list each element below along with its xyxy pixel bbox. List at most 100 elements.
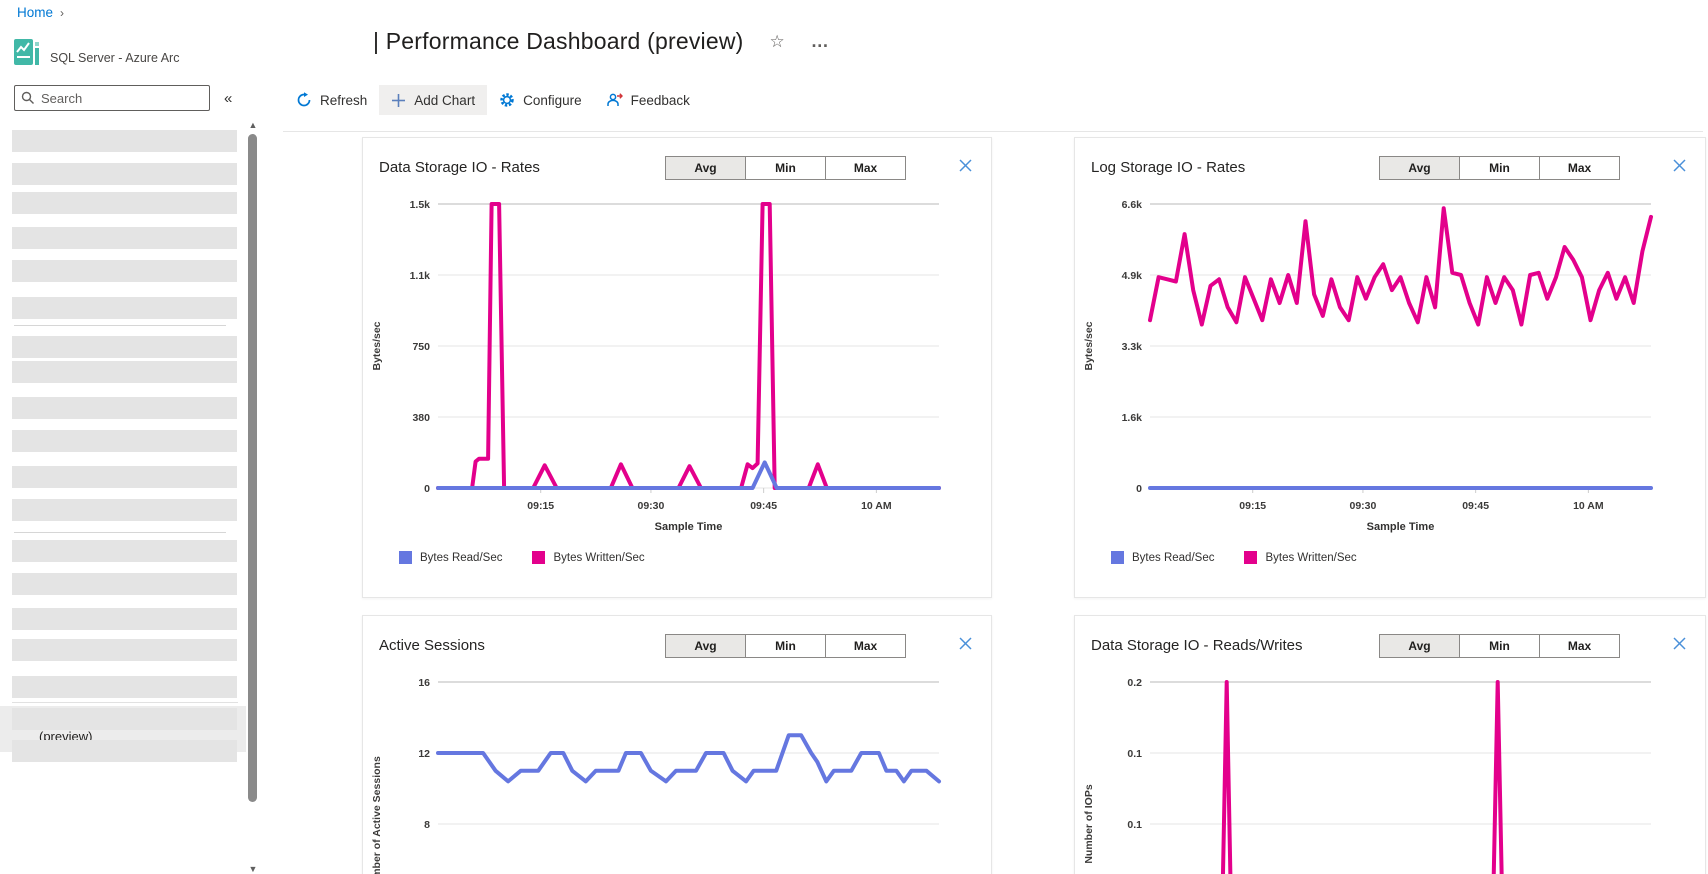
sql-server-azure-arc-icon <box>14 39 39 65</box>
skeleton-bar <box>12 540 237 562</box>
skeleton-bar <box>12 297 237 319</box>
close-chart-button[interactable] <box>956 156 975 178</box>
close-chart-button[interactable] <box>956 634 975 656</box>
svg-text:380: 380 <box>412 412 430 424</box>
breadcrumb-chevron-icon: › <box>60 5 65 20</box>
svg-text:16: 16 <box>418 677 430 689</box>
legend-swatch <box>1244 551 1258 564</box>
min-button[interactable]: Min <box>1459 156 1540 180</box>
avg-button[interactable]: Avg <box>665 156 746 180</box>
max-button[interactable]: Max <box>825 156 906 180</box>
svg-text:Sample Time: Sample Time <box>1367 521 1435 533</box>
svg-text:0: 0 <box>1136 483 1142 495</box>
svg-text:8: 8 <box>424 819 430 831</box>
line-chart: 1.5k 1.1k 750 380 0 09:15 09:30 09:45 10 AM Bytes… <box>371 199 941 533</box>
section-divider <box>12 702 238 703</box>
svg-text:6.6k: 6.6k <box>1122 199 1143 211</box>
close-chart-button[interactable] <box>1670 156 1689 178</box>
svg-text:1.6k: 1.6k <box>1122 412 1143 424</box>
avg-button[interactable]: Avg <box>665 634 746 658</box>
breadcrumb-home-link[interactable]: Home <box>17 5 54 20</box>
sidebar-scrollbar[interactable]: ▲ ▼ <box>246 120 260 874</box>
legend-label: Bytes Read/Sec <box>420 551 503 564</box>
skeleton-divider <box>14 532 226 533</box>
sidebar-search-row: « <box>14 85 250 111</box>
svg-text:09:45: 09:45 <box>750 500 777 512</box>
max-button[interactable]: Max <box>1539 634 1620 658</box>
svg-text:10 AM: 10 AM <box>861 500 892 512</box>
search-box[interactable] <box>14 85 210 111</box>
scrollbar-up-arrow[interactable]: ▲ <box>248 120 258 130</box>
skeleton-bar <box>12 130 237 152</box>
card-header: Log Storage IO - Rates Avg Min Max <box>1075 138 1705 194</box>
sidebar-menu: Monitoring Performance Dashboard (previe… <box>0 120 246 874</box>
svg-text:0.2: 0.2 <box>1127 677 1142 689</box>
svg-text:Sample Time: Sample Time <box>655 521 723 533</box>
skeleton-bar <box>12 466 237 488</box>
feedback-button[interactable]: Feedback <box>594 85 702 115</box>
chart-title: Data Storage IO - Rates <box>379 159 540 176</box>
svg-text:0.1: 0.1 <box>1127 819 1142 831</box>
svg-text:12: 12 <box>418 748 430 760</box>
skeleton-divider <box>14 325 226 326</box>
search-input[interactable] <box>41 90 191 106</box>
legend-label: Bytes Read/Sec <box>1132 551 1215 564</box>
card-header: Active Sessions Avg Min Max <box>363 616 991 672</box>
sidebar: SQL Server - Azure Arc « Monitoring <box>0 28 262 874</box>
avg-button[interactable]: Avg <box>1379 156 1460 180</box>
skeleton-bar <box>12 260 237 282</box>
min-button[interactable]: Min <box>745 634 826 658</box>
max-button[interactable]: Max <box>1539 156 1620 180</box>
skeleton-bar <box>12 639 237 661</box>
page-title: | Performance Dashboard (preview) <box>373 28 744 54</box>
svg-text:Bytes/sec: Bytes/sec <box>1083 321 1095 370</box>
resource-header: SQL Server - Azure Arc <box>14 38 179 66</box>
close-icon <box>1673 159 1686 172</box>
close-icon <box>959 159 972 172</box>
chart-card-log-storage-io-rates: Log Storage IO - Rates Avg Min Max 6.6k 4… <box>1074 137 1706 598</box>
skeleton-bar <box>12 397 237 419</box>
skeleton-bar <box>12 676 237 698</box>
configure-button[interactable]: Configure <box>487 85 594 115</box>
svg-text:0: 0 <box>424 483 430 495</box>
page-title-row: | Performance Dashboard (preview) ☆ … <box>373 28 830 55</box>
svg-text:09:30: 09:30 <box>637 500 664 512</box>
scrollbar-thumb[interactable] <box>248 134 257 802</box>
skeleton-bar <box>12 336 237 358</box>
more-options-icon[interactable]: … <box>810 31 830 51</box>
legend-item: Bytes Read/Sec <box>399 551 502 564</box>
toolbar: Refresh Add Chart Configure <box>284 85 702 115</box>
min-button[interactable]: Min <box>745 156 826 180</box>
skeleton-bar <box>12 430 237 452</box>
max-button[interactable]: Max <box>825 634 906 658</box>
svg-text:3.3k: 3.3k <box>1122 341 1143 353</box>
svg-text:Number of IOPs: Number of IOPs <box>1083 784 1095 864</box>
search-icon <box>21 91 34 104</box>
chart-card-data-storage-io-reads-writes: Data Storage IO - Reads/Writes Avg Min M… <box>1074 615 1706 874</box>
sidebar-collapse-button[interactable]: « <box>224 89 233 107</box>
skeleton-bar <box>12 192 237 214</box>
close-chart-button[interactable] <box>1670 634 1689 656</box>
skeleton-bar <box>12 740 237 762</box>
plus-icon <box>392 93 406 107</box>
svg-text:1.5k: 1.5k <box>410 199 431 211</box>
scrollbar-down-arrow[interactable]: ▼ <box>248 864 258 874</box>
legend-label: Bytes Written/Sec <box>553 551 645 564</box>
svg-text:09:15: 09:15 <box>527 500 554 512</box>
favorite-star-icon[interactable]: ☆ <box>769 31 785 51</box>
aggregation-toggle: Avg Min Max <box>1379 156 1620 180</box>
feedback-person-icon <box>606 93 623 106</box>
skeleton-bar <box>12 227 237 249</box>
avg-button[interactable]: Avg <box>1379 634 1460 658</box>
min-button[interactable]: Min <box>1459 634 1540 658</box>
svg-text:4.9k: 4.9k <box>1122 270 1143 282</box>
svg-text:10 AM: 10 AM <box>1573 500 1604 512</box>
chart-title: Data Storage IO - Reads/Writes <box>1091 637 1303 654</box>
legend-swatch <box>532 551 546 564</box>
refresh-button[interactable]: Refresh <box>284 85 379 115</box>
add-chart-button[interactable]: Add Chart <box>379 85 488 115</box>
close-icon <box>1673 637 1686 650</box>
